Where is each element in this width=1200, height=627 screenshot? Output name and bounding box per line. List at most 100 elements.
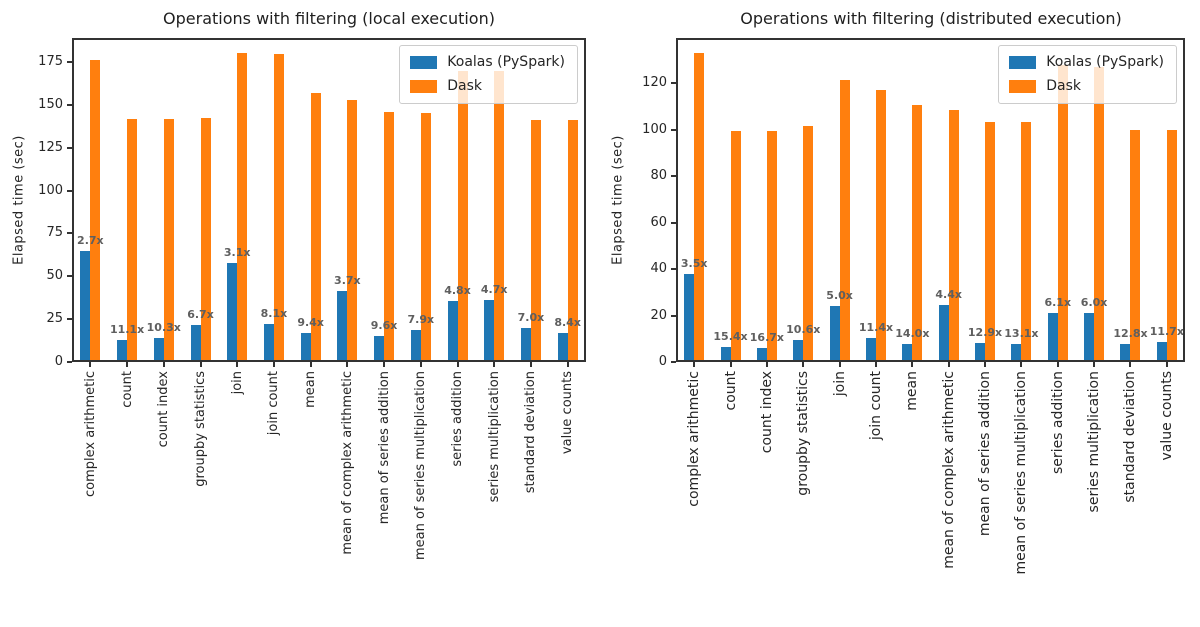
y-tick-mark [67, 275, 72, 278]
x-tick-label: join [831, 371, 848, 397]
y-tick-label: 50 [46, 268, 63, 284]
bar-dask [730, 130, 741, 362]
bar-koalas [1156, 342, 1167, 362]
speedup-label: 3.1x [223, 245, 251, 259]
y-tick-label: 100 [38, 182, 63, 198]
legend-item: Koalas (PySpark) [1009, 54, 1164, 71]
x-tick-label: series addition [1049, 371, 1066, 474]
bar-dask [273, 54, 284, 362]
x-tick-mark [1056, 362, 1059, 367]
bar-dask [494, 70, 505, 362]
bar-koalas [520, 327, 531, 362]
bar-koalas [1120, 343, 1131, 362]
y-tick-mark [671, 175, 676, 178]
y-tick-mark [67, 232, 72, 235]
x-tick-label: mean of series addition [977, 371, 994, 537]
bar-koalas [557, 333, 568, 362]
speedup-label: 4.7x [480, 282, 508, 296]
bar-dask [803, 126, 814, 362]
bar-koalas [337, 291, 348, 362]
bar-koalas [227, 262, 238, 362]
y-tick-mark [671, 221, 676, 224]
bar-dask [200, 117, 211, 362]
x-tick-label: series multiplication [1086, 371, 1103, 513]
bar-koalas [153, 338, 164, 362]
x-tick-label: standard deviation [1122, 371, 1139, 503]
bar-dask [163, 118, 174, 362]
speedup-label: 12.8x [1113, 326, 1148, 340]
y-tick-mark [671, 82, 676, 85]
bar-dask [948, 110, 959, 362]
y-tick-label: 75 [46, 225, 63, 241]
speedup-label: 16.7x [749, 331, 785, 345]
x-tick-label: mean of complex arithmetic [940, 371, 957, 569]
y-tick-label: 150 [38, 96, 63, 112]
speedup-label: 14.0x [895, 326, 930, 340]
legend-label: Dask [1046, 78, 1082, 94]
x-tick-mark [456, 362, 459, 367]
plot-area [676, 38, 1185, 362]
legend-label: Koalas (PySpark) [447, 54, 565, 70]
speedup-label: 12.9x [967, 326, 1003, 340]
bar-koalas [410, 330, 421, 362]
x-tick-mark [1093, 362, 1096, 367]
bar-dask [912, 105, 923, 362]
legend-swatch-dask [1009, 80, 1037, 93]
speedup-label: 10.3x [146, 321, 181, 335]
bar-koalas [793, 339, 804, 362]
speedup-label: 8.4x [554, 316, 581, 330]
x-tick-mark [874, 362, 877, 367]
x-tick-mark [162, 362, 165, 367]
y-tick-mark [671, 268, 676, 271]
bar-koalas [300, 333, 311, 362]
y-tick-mark [671, 128, 676, 131]
y-tick-label: 175 [38, 54, 63, 69]
bar-dask [694, 53, 705, 362]
bar-dask [457, 70, 468, 362]
legend: Koalas (PySpark) Dask [998, 45, 1177, 104]
speedup-label: 9.4x [297, 316, 324, 330]
speedup-label: 6.1x [1044, 296, 1072, 310]
bar-dask [384, 111, 395, 362]
bar-koalas [263, 323, 274, 362]
bar-koalas [829, 305, 840, 362]
y-tick-label: 100 [642, 121, 667, 137]
y-tick-mark [67, 103, 72, 106]
speedup-label: 4.4x [935, 287, 962, 301]
x-tick-mark [236, 362, 239, 367]
y-tick-label: 125 [38, 139, 63, 155]
x-tick-label: join count [867, 371, 884, 441]
y-tick-mark [67, 361, 72, 363]
bar-koalas [756, 348, 767, 362]
x-tick-label: mean [904, 371, 921, 411]
speedup-label: 8.1x [260, 306, 288, 320]
chart-title: Operations with filtering (local executi… [163, 9, 495, 28]
bar-koalas [720, 346, 731, 362]
y-tick-label: 120 [642, 75, 667, 91]
legend-label: Dask [447, 78, 483, 94]
y-tick-mark [671, 314, 676, 317]
y-tick-mark [67, 146, 72, 149]
speedup-label: 11.1x [109, 323, 145, 337]
x-tick-mark [566, 362, 569, 367]
speedup-label: 3.5x [680, 256, 708, 270]
x-tick-mark [126, 362, 129, 367]
bar-dask [766, 130, 777, 362]
bar-koalas [1047, 313, 1058, 362]
legend-item: Dask [1009, 78, 1164, 95]
x-tick-mark [493, 362, 496, 367]
bar-koalas [374, 335, 385, 362]
y-tick-label: 80 [650, 168, 667, 184]
bar-koalas [117, 340, 128, 362]
x-tick-mark [272, 362, 275, 367]
x-tick-mark [838, 362, 841, 367]
x-tick-mark [729, 362, 732, 367]
bar-dask [127, 118, 138, 362]
bar-koalas [80, 250, 91, 362]
speedup-label: 7.9x [407, 313, 435, 327]
speedup-label: 11.7x [1149, 325, 1184, 339]
bar-koalas [938, 304, 949, 362]
speedup-label: 11.4x [858, 321, 894, 335]
bar-dask [1057, 64, 1068, 362]
